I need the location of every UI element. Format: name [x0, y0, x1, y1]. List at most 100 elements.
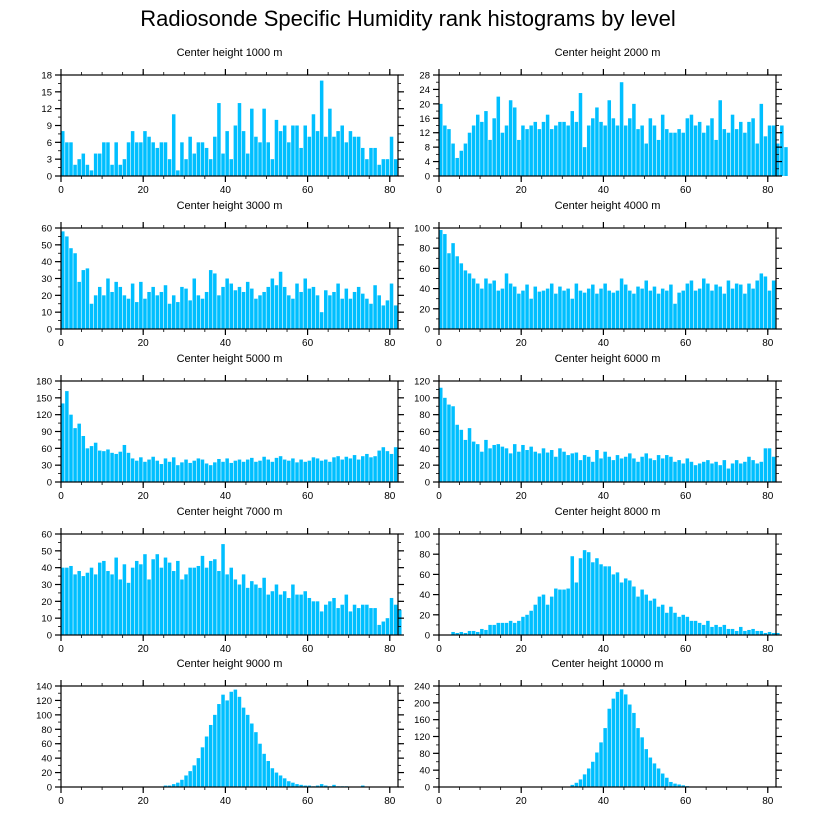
histogram-bar	[184, 574, 188, 635]
histogram-bar	[685, 118, 690, 176]
histogram-bar	[549, 596, 554, 635]
x-tick-label: 80	[762, 338, 774, 349]
histogram-bar	[656, 139, 661, 176]
histogram-bar	[619, 689, 624, 787]
histogram-bar	[759, 461, 764, 482]
y-tick-label: 0	[425, 783, 430, 794]
histogram-bar	[743, 293, 747, 329]
y-tick-label: 150	[36, 393, 52, 404]
histogram-bar	[599, 288, 603, 329]
histogram-bar	[558, 286, 562, 329]
histogram-bar	[295, 125, 299, 176]
y-tick-label: 20	[41, 291, 52, 302]
histogram-bar	[718, 626, 722, 635]
panel-title: Center height 7000 m	[177, 506, 283, 518]
histogram-bar	[451, 631, 455, 635]
histogram-bar	[500, 288, 505, 329]
histogram-bar	[743, 630, 747, 635]
histogram-bar	[381, 305, 386, 329]
histogram-bar	[102, 295, 106, 329]
histogram-bar	[771, 632, 776, 635]
histogram-bar	[204, 736, 209, 787]
histogram-bar	[471, 278, 476, 329]
histogram-bar	[611, 118, 616, 176]
histogram-bar	[751, 288, 755, 329]
histogram-bar	[184, 288, 188, 329]
histogram-bar	[196, 758, 201, 787]
histogram-bar	[586, 125, 591, 176]
histogram-bar	[648, 290, 653, 329]
y-tick-label: 240	[414, 682, 430, 693]
histogram-bar	[677, 460, 681, 482]
histogram-bar	[578, 290, 583, 329]
histogram-bar	[73, 574, 77, 635]
histogram-bar	[196, 142, 201, 176]
histogram-bar	[188, 136, 192, 176]
histogram-bar	[241, 707, 246, 787]
histogram-bar	[282, 125, 287, 176]
panel-title: Center height 9000 m	[177, 658, 283, 670]
histogram-bar	[702, 461, 706, 482]
histogram-bar	[110, 452, 114, 482]
histogram-bar	[554, 456, 558, 482]
histogram-bar	[508, 453, 513, 482]
histogram-bar	[500, 622, 505, 635]
histogram-bar	[97, 286, 102, 329]
histogram-bar	[578, 558, 583, 635]
histogram-bar	[163, 785, 168, 787]
histogram-bar	[595, 558, 599, 635]
histogram-bar	[373, 608, 377, 635]
histogram-bar	[167, 562, 172, 635]
histogram-bar	[743, 461, 747, 482]
y-tick-label: 80	[419, 410, 430, 421]
histogram-bar	[184, 159, 188, 176]
x-tick-label: 60	[302, 338, 314, 349]
histogram-bar	[603, 728, 607, 787]
histogram-bar	[784, 147, 788, 176]
histogram-bar	[287, 597, 291, 635]
histogram-bar	[673, 461, 677, 482]
histogram-bar	[114, 557, 118, 635]
histogram-bar	[463, 439, 468, 482]
histogram-bar	[693, 465, 698, 482]
histogram-bar	[65, 142, 69, 176]
y-tick-label: 40	[419, 590, 430, 601]
histogram-bar	[734, 460, 739, 482]
histogram-bar	[241, 461, 246, 482]
histogram-bar	[443, 397, 447, 482]
histogram-bar	[328, 108, 332, 176]
histogram-bar	[640, 288, 644, 329]
histogram-bar	[533, 286, 538, 329]
histogram-panel-6: Center height 7000 m 0 20 40 60 80 0 10 20 30 40 50…	[41, 506, 404, 655]
histogram-bar	[463, 632, 468, 635]
histogram-bar	[496, 444, 501, 483]
x-tick-label: 60	[302, 796, 314, 807]
histogram-bar	[315, 295, 320, 329]
histogram-bar	[307, 136, 312, 176]
histogram-bar	[274, 285, 279, 329]
y-tick-label: 60	[419, 427, 430, 438]
histogram-bar	[319, 312, 324, 329]
x-tick-label: 20	[516, 644, 528, 655]
histogram-bar	[628, 704, 632, 787]
histogram-bar	[463, 143, 468, 176]
x-tick-label: 40	[598, 491, 610, 502]
y-tick-label: 20	[41, 768, 52, 779]
histogram-bar	[365, 298, 369, 329]
histogram-bar	[660, 114, 665, 176]
histogram-bar	[628, 453, 632, 482]
histogram-bar	[77, 281, 81, 329]
histogram-bar	[673, 303, 677, 329]
histogram-bar	[262, 291, 266, 329]
histogram-bar	[537, 129, 542, 176]
x-tick-label: 0	[436, 644, 442, 655]
histogram-bar	[393, 447, 398, 482]
histogram-bar	[652, 763, 657, 787]
histogram-bar	[118, 164, 123, 176]
x-tick-label: 0	[58, 338, 64, 349]
histogram-bar	[533, 121, 538, 176]
histogram-bar	[134, 560, 139, 635]
histogram-bar	[282, 459, 287, 482]
histogram-bar	[607, 100, 612, 176]
histogram-bar	[710, 463, 714, 482]
